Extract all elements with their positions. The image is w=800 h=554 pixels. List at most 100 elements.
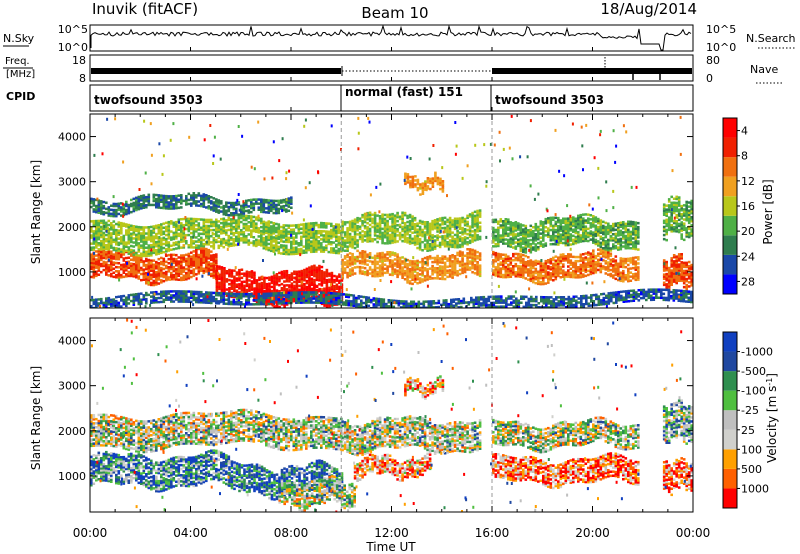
heatmap-cell	[125, 264, 128, 268]
heatmap-cell	[308, 280, 311, 284]
heatmap-cell	[122, 238, 126, 242]
heatmap-cell	[381, 217, 384, 220]
heatmap-cell	[330, 232, 333, 236]
heatmap-cell	[240, 231, 243, 234]
heatmap-cell	[90, 201, 93, 205]
heatmap-cell	[376, 252, 379, 255]
nsky-trace	[90, 24, 692, 51]
heatmap-cell	[522, 224, 525, 227]
heatmap-cell	[463, 221, 467, 225]
heatmap-cell	[466, 262, 469, 265]
heatmap-cell	[292, 248, 296, 252]
heatmap-cell	[142, 194, 146, 197]
heatmap-cell	[175, 278, 178, 281]
heatmap-cell	[202, 249, 206, 252]
heatmap-cell	[632, 277, 635, 280]
heatmap-cell	[627, 259, 630, 263]
heatmap-cell	[277, 223, 281, 226]
heatmap-cell	[182, 256, 186, 259]
heatmap-cell	[335, 287, 339, 290]
heatmap-cell	[383, 217, 387, 221]
heatmap-cell	[92, 263, 96, 267]
heatmap-cell	[255, 200, 258, 203]
heatmap-cell	[408, 236, 412, 239]
heatmap-cell	[305, 251, 308, 254]
heatmap-cell	[431, 177, 435, 180]
heatmap-cell	[373, 234, 377, 237]
heatmap-cell	[100, 227, 103, 231]
heatmap-cell	[268, 276, 271, 279]
heatmap-cell	[240, 206, 243, 210]
heatmap-cell	[292, 224, 296, 227]
heatmap-cell	[220, 200, 223, 203]
heatmap-cell	[544, 259, 548, 263]
heatmap-cell	[532, 246, 535, 249]
heatmap-cell	[220, 244, 223, 247]
heatmap-cell	[552, 274, 555, 278]
heatmap-cell	[413, 237, 417, 240]
heatmap-cell	[453, 265, 457, 268]
heatmap-cell	[132, 262, 136, 266]
heatmap-cell	[539, 280, 543, 284]
heatmap-cell	[235, 283, 239, 286]
heatmap-cell	[320, 282, 324, 285]
heatmap-cell	[262, 198, 266, 202]
heatmap-cell	[539, 266, 543, 270]
heatmap-cell	[534, 271, 538, 275]
heatmap-cell	[105, 271, 108, 274]
heatmap-cell	[517, 232, 520, 235]
heatmap-cell	[285, 240, 288, 244]
heatmap-cell	[97, 242, 101, 245]
heatmap-cell	[177, 262, 181, 265]
heatmap-cell	[263, 286, 266, 290]
heatmap-cell	[517, 234, 520, 237]
heatmap-cell	[242, 218, 246, 222]
heatmap-cell	[258, 282, 261, 286]
heatmap-cell	[335, 239, 338, 242]
heatmap-cell	[434, 179, 437, 183]
heatmap-cell	[383, 221, 387, 225]
heatmap-cell	[456, 270, 459, 273]
heatmap-cell	[458, 223, 462, 226]
heatmap-cell	[242, 237, 246, 240]
heatmap-cell	[433, 247, 437, 250]
heatmap-cell	[117, 212, 121, 216]
heatmap-cell	[233, 283, 236, 287]
heatmap-cell	[614, 271, 618, 275]
heatmap-cell	[527, 243, 530, 246]
heatmap-cell	[110, 246, 113, 249]
heatmap-cell	[257, 202, 261, 205]
heatmap-cell	[433, 227, 437, 230]
heatmap-cell	[622, 257, 625, 261]
heatmap-cell	[162, 206, 166, 210]
heatmap-cell	[429, 177, 432, 181]
heatmap-cell	[466, 243, 469, 246]
heatmap-cell	[172, 261, 176, 265]
heatmap-cell	[393, 220, 397, 223]
heatmap-cell	[130, 236, 133, 240]
heatmap-cell	[272, 207, 276, 211]
heatmap-cell	[132, 271, 136, 274]
heatmap-cell	[287, 205, 291, 208]
heatmap-cell	[255, 238, 258, 242]
heatmap-cell	[175, 198, 178, 202]
heatmap-cell	[120, 223, 123, 227]
heatmap-cell	[300, 277, 304, 281]
heatmap-cell	[494, 253, 498, 257]
heatmap-cell	[97, 251, 101, 254]
heatmap-cell	[466, 241, 469, 244]
heatmap-cell	[253, 291, 256, 294]
heatmap-cell	[436, 258, 439, 262]
heatmap-cell	[441, 226, 444, 230]
heatmap-cell	[110, 234, 113, 237]
heatmap-cell	[233, 289, 236, 293]
heatmap-cell	[225, 239, 228, 242]
heatmap-cell	[212, 238, 216, 242]
heatmap-cell	[341, 230, 344, 234]
heatmap-cell	[476, 267, 479, 270]
heatmap-cell	[619, 275, 623, 278]
heatmap-cell	[325, 291, 329, 294]
heatmap-cell	[117, 223, 121, 226]
heatmap-cell	[215, 287, 219, 290]
heatmap-cell	[275, 228, 278, 232]
